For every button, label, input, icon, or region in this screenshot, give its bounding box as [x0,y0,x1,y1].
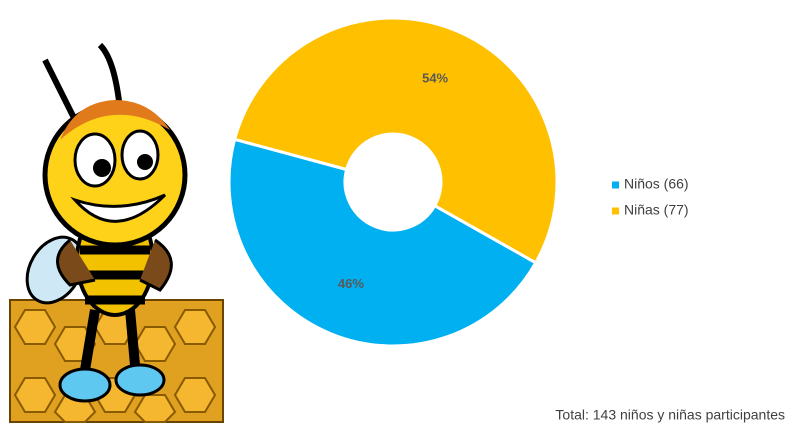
data-label: 46% [338,276,364,291]
legend-swatch [612,181,619,189]
data-label: 54% [422,71,448,86]
legend-label: Niños (66) [624,176,689,192]
footnote: Total: 143 niños y niñas participantes [555,407,785,423]
legend-swatch [612,207,619,215]
legend-label: Niñas (77) [624,202,689,218]
donut-slice [232,16,559,265]
donut-slice [227,137,538,348]
bee-illustration [9,42,224,423]
plot-area: 46% 54% Niños (66) Niñas (77) [227,16,689,348]
